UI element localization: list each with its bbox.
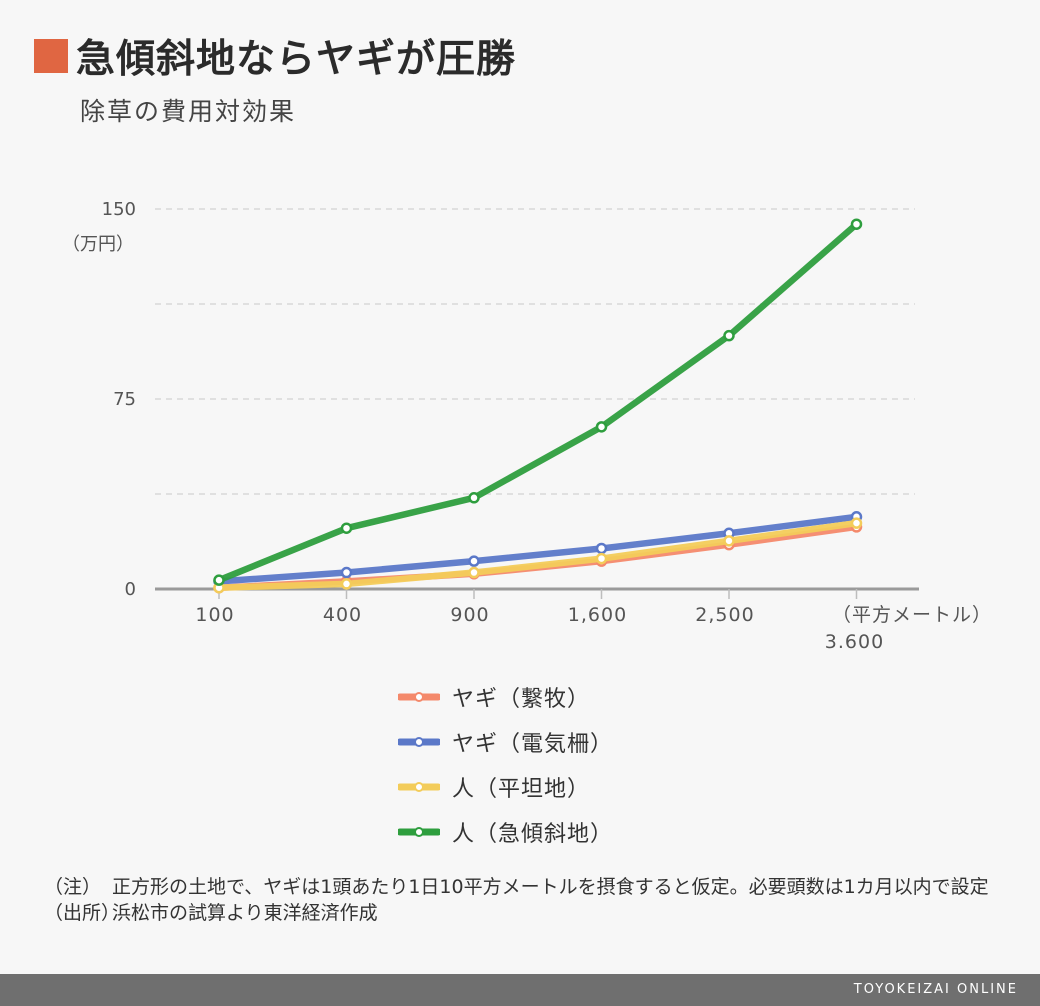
line-chart: 150 75 0 （万円） 100 400 900 1,600 2,500 3.600 （平方メート… [62,199,992,653]
data-point [340,578,353,590]
data-point [850,218,863,230]
y-tick-label: 150 [102,199,136,220]
series-line [215,220,860,584]
note-tag: （注） [44,876,102,898]
legend-swatch-marker [414,736,424,747]
note-line: （注） 正方形の土地で、ヤギは1頭あたり1日10平方メートルを摂食すると仮定。必… [44,874,1004,900]
title-row: 急傾斜地ならヤギが圧勝 [34,28,516,84]
legend-swatch-icon [398,826,440,837]
legend-item: 人（急傾斜地） [398,809,613,854]
data-point [340,522,353,534]
x-tick-label: 100 [195,604,234,626]
legend-swatch-icon [398,691,440,702]
legend-item: 人（平坦地） [398,764,613,809]
chart-subtitle: 除草の費用対効果 [80,97,297,126]
title-marker [34,39,68,73]
data-point [468,555,480,567]
legend-swatch-marker [414,826,424,837]
note-text: 正方形の土地で、ヤギは1頭あたり1日10平方メートルを摂食すると仮定。必要頭数は… [112,876,989,898]
series-line [215,519,860,591]
data-point [468,492,480,504]
legend-label: ヤギ（繋牧） [452,686,591,712]
legend-swatch-marker [414,691,424,702]
series-lines [213,218,863,594]
legend-swatch-icon [398,736,440,747]
x-tick-label: 900 [450,604,489,626]
data-point [340,566,353,579]
x-tick-label: 2,500 [695,604,754,626]
source-line: （出所） 浜松市の試算より東洋経済作成 [44,900,1004,926]
data-point [723,329,735,342]
notes: （注） 正方形の土地で、ヤギは1頭あたり1日10平方メートルを摂食すると仮定。必… [44,874,1004,926]
data-point [723,535,735,547]
legend-label: ヤギ（電気柵） [452,731,614,757]
chart-title: 急傾斜地ならヤギが圧勝 [76,37,517,82]
data-point [213,574,225,586]
legend-swatch-marker [414,781,424,792]
legend-item: ヤギ（電気柵） [398,719,613,764]
x-tick-label: 400 [323,604,362,626]
grid-lines [155,208,915,495]
source-text: 浜松市の試算より東洋経済作成 [112,902,378,924]
y-unit-label: （万円） [62,234,134,255]
data-point [850,517,863,529]
data-point [595,542,608,555]
footer-brand: TOYOKEIZAI ONLINE [853,982,1018,997]
tick-labels: 150 75 0 （万円） 100 400 900 1,600 2,500 3.600 （平方メート… [62,199,992,653]
legend: ヤギ（繋牧） ヤギ（電気柵） 人（平坦地） 人（急傾斜地） [398,674,613,854]
x-tick-label: 3.600 [825,631,884,653]
y-tick-label: 0 [125,579,136,600]
source-tag: （出所） [44,902,121,924]
data-point [468,566,480,579]
x-unit-label: （平方メートル） [832,604,992,626]
footer-bar: TOYOKEIZAI ONLINE [0,974,1040,1006]
legend-swatch-icon [398,781,440,792]
legend-label: 人（平坦地） [452,776,591,802]
data-point [595,552,608,565]
data-point [595,421,608,433]
legend-label: 人（急傾斜地） [452,821,614,847]
y-tick-label: 75 [113,389,136,410]
x-tick-label: 1,600 [568,604,627,626]
axes [155,587,919,599]
series-line [215,513,860,585]
legend-item: ヤギ（繋牧） [398,674,613,719]
